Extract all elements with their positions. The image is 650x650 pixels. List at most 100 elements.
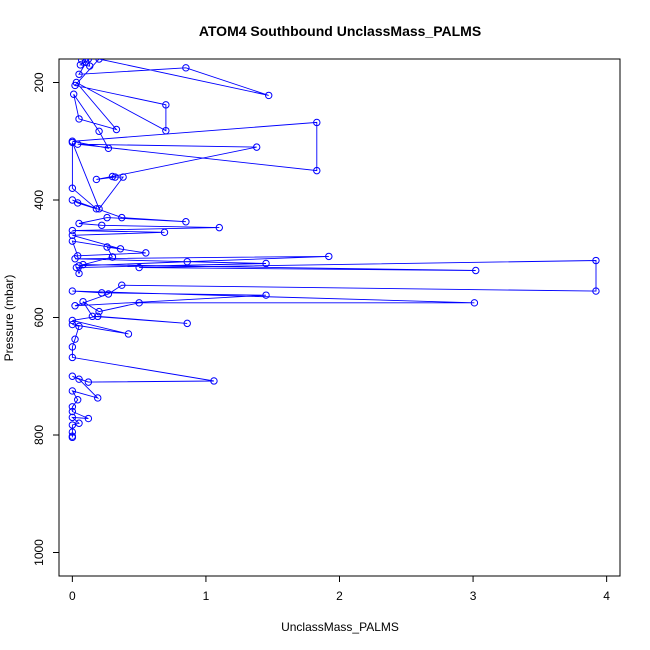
data-point	[265, 91, 273, 100]
data-point	[68, 184, 77, 192]
data-point	[68, 138, 77, 147]
data-point	[72, 263, 81, 272]
data-point	[68, 231, 77, 239]
y-tick-label: 600	[32, 307, 46, 327]
data-point	[75, 115, 83, 123]
data-point	[104, 144, 113, 153]
x-axis-label: UnclassMass_PALMS	[281, 620, 399, 634]
x-axis: 0 1 2 3 4	[69, 575, 610, 603]
data-point	[84, 414, 93, 423]
x-tick-label: 1	[203, 589, 210, 603]
data-point	[84, 378, 93, 386]
data-point	[472, 266, 480, 275]
data-point	[98, 221, 106, 229]
data-point	[88, 312, 97, 321]
data-point	[116, 245, 125, 253]
data-point	[94, 394, 102, 402]
data-point	[95, 307, 103, 316]
data-point	[262, 259, 270, 268]
data-point	[95, 205, 103, 213]
data-point	[95, 127, 103, 135]
data-point	[71, 255, 79, 263]
data-point	[135, 263, 143, 272]
data-point	[183, 319, 191, 328]
y-tick-label: 400	[32, 190, 46, 210]
data-point	[313, 166, 321, 175]
data-point	[68, 287, 77, 295]
data-point	[68, 226, 77, 235]
data-point	[592, 287, 600, 295]
data-point	[76, 61, 85, 69]
data-point	[75, 269, 83, 278]
data-point	[68, 413, 77, 422]
data-point	[86, 62, 94, 70]
data-point	[68, 353, 77, 362]
data-point	[210, 377, 218, 385]
x-tick-label: 3	[470, 589, 477, 603]
data-point	[262, 291, 270, 299]
data-point	[252, 143, 261, 151]
data-point	[68, 433, 77, 442]
data-point	[325, 252, 333, 261]
series-points	[68, 59, 600, 442]
data-point	[135, 299, 143, 307]
data-point	[75, 322, 83, 331]
data-point	[103, 243, 111, 251]
data-point	[118, 281, 126, 289]
y-tick-label: 1000	[32, 539, 46, 566]
data-point	[84, 59, 93, 63]
data-point	[74, 140, 82, 148]
data-point	[68, 372, 77, 380]
data-point	[162, 126, 170, 135]
data-point	[108, 253, 117, 261]
data-point	[68, 421, 77, 429]
data-point	[470, 299, 479, 307]
data-point	[68, 196, 77, 204]
series-lines	[71, 59, 597, 438]
data-point	[103, 213, 111, 222]
data-point	[98, 289, 106, 297]
data-point	[94, 312, 102, 321]
data-point	[75, 219, 83, 228]
data-point	[79, 297, 87, 306]
data-point	[74, 396, 82, 404]
x-tick-label: 2	[336, 589, 343, 603]
y-tick-label: 200	[32, 72, 46, 92]
data-point	[182, 64, 190, 72]
data-point	[71, 335, 79, 343]
data-point	[592, 256, 600, 265]
data-point	[68, 316, 77, 325]
series-line	[71, 59, 597, 438]
data-point	[313, 118, 321, 127]
data-point	[75, 70, 83, 78]
x-tick-label: 4	[603, 589, 610, 603]
plot-frame	[58, 58, 621, 577]
data-point	[118, 213, 126, 222]
data-point	[68, 428, 77, 436]
data-point	[124, 330, 133, 338]
data-point	[68, 403, 77, 411]
data-point	[75, 375, 83, 383]
data-point	[79, 260, 87, 269]
data-point	[112, 125, 121, 134]
x-tick-label: 0	[69, 589, 76, 603]
data-point	[108, 172, 117, 181]
chart-title: ATOM4 Southbound UnclassMass_PALMS	[199, 23, 481, 39]
y-axis: 200 400 600 800 1000	[32, 72, 60, 566]
data-point	[68, 343, 77, 351]
data-point	[68, 237, 77, 245]
data-point	[68, 407, 77, 416]
data-point	[162, 101, 170, 109]
data-point	[68, 387, 77, 395]
data-point	[142, 249, 150, 257]
data-point	[71, 302, 79, 310]
y-tick-label: 800	[32, 425, 46, 445]
y-axis-label: Pressure (mbar)	[2, 275, 16, 362]
data-point	[160, 228, 169, 237]
data-point	[75, 419, 83, 427]
data-point	[72, 78, 81, 87]
data-point	[95, 59, 103, 63]
data-point	[183, 257, 191, 266]
data-point	[68, 320, 77, 329]
